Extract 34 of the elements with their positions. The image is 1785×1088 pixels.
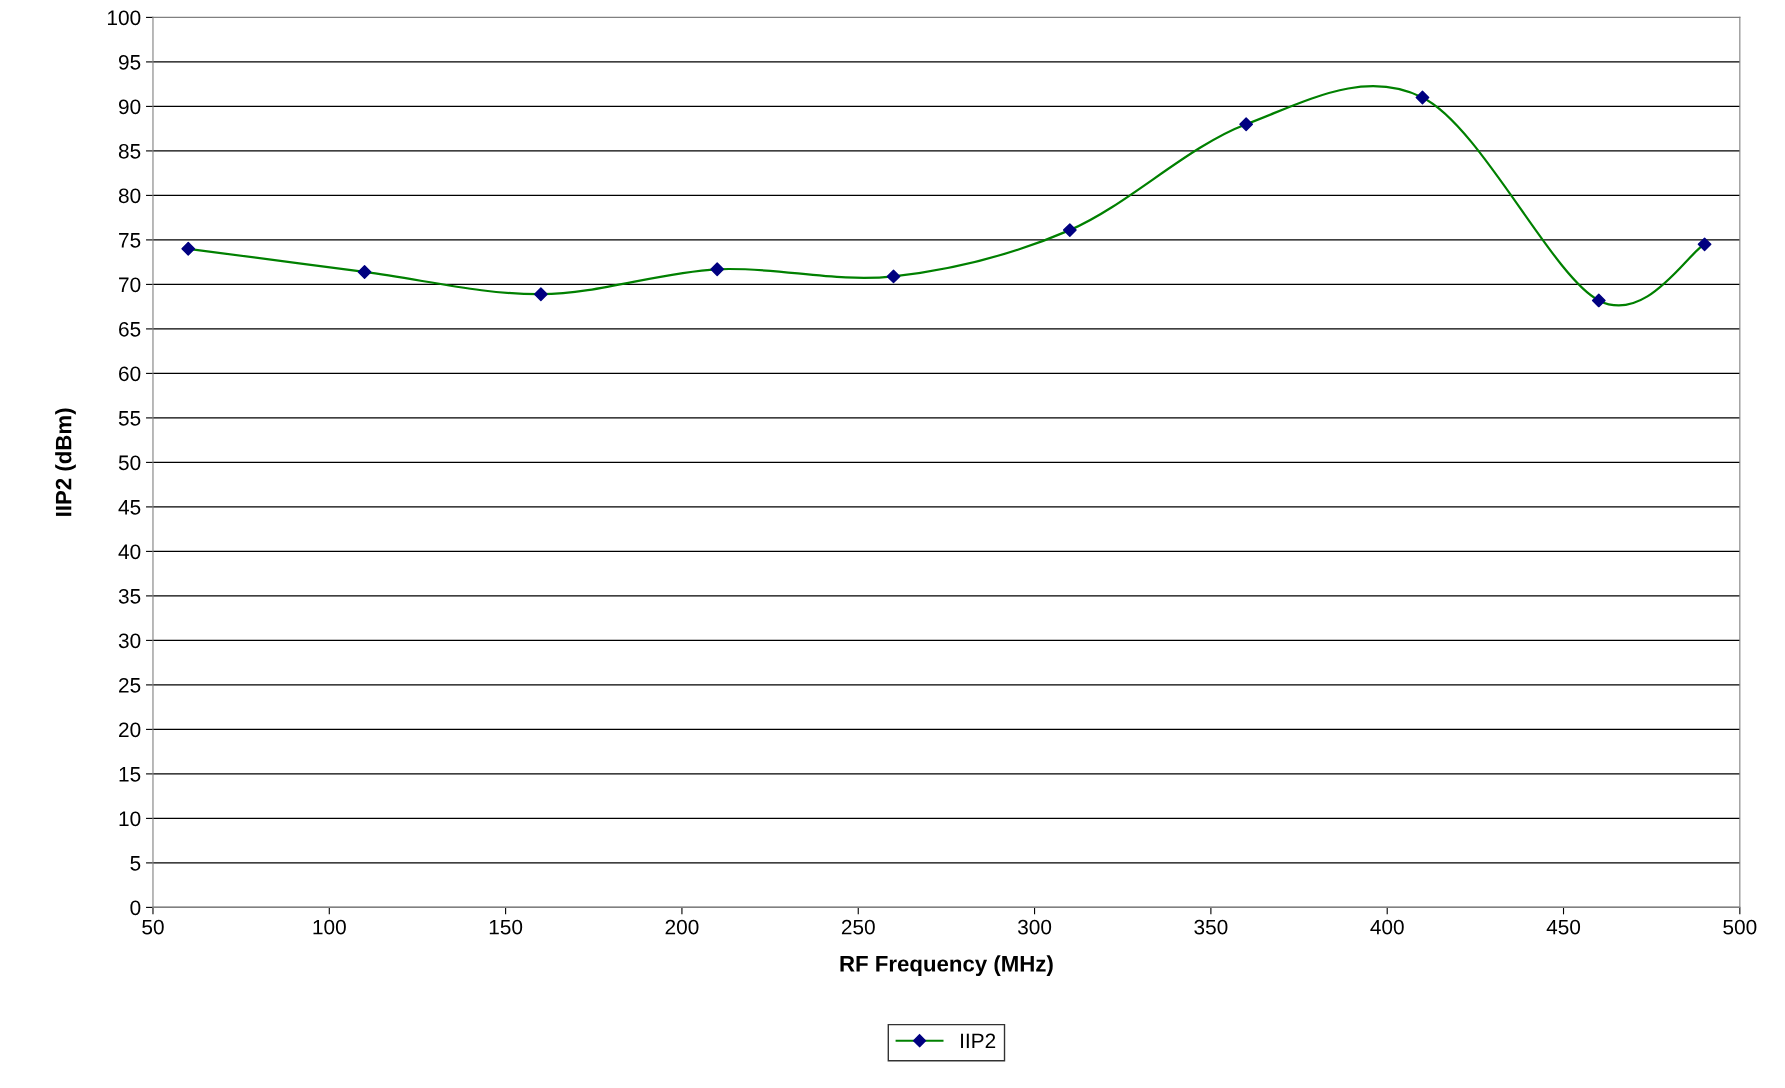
x-axis-title: RF Frequency (MHz)	[840, 955, 1053, 976]
y-tick-label: 30	[118, 633, 141, 649]
y-tick-label: 10	[119, 811, 141, 827]
x-tick-label: 300	[1017, 919, 1052, 935]
y-tick-label: 40	[118, 544, 141, 560]
y-tick-label: 25	[119, 677, 141, 693]
y-tick-label: 20	[119, 722, 141, 738]
y-tick-label: 65	[119, 321, 141, 337]
y-tick-label: 45	[118, 500, 141, 515]
y-tick-label: 55	[118, 411, 141, 426]
y-tick-label: 35	[118, 588, 141, 604]
y-tick-label: 15	[119, 767, 141, 782]
x-tick-label: 50	[142, 919, 164, 935]
x-tick-label: 200	[665, 919, 699, 935]
x-tick-label: 500	[1723, 919, 1757, 935]
legend-label: IIP2	[961, 1033, 996, 1049]
y-tick-label: 80	[118, 188, 141, 204]
y-tick-label: 5	[130, 856, 141, 871]
y-tick-label: 0	[130, 900, 141, 916]
x-tick-label: 350	[1194, 919, 1228, 935]
x-tick-label: 250	[841, 919, 875, 935]
x-tick-label: 150	[489, 919, 523, 935]
y-tick-label: 75	[119, 233, 141, 248]
x-tick-label: 450	[1546, 919, 1581, 935]
x-tick-label: 100	[313, 919, 346, 935]
x-tick-label: 400	[1370, 919, 1404, 935]
y-tick-label: 100	[108, 10, 141, 26]
y-tick-label: 90	[118, 99, 141, 115]
y-tick-label: 95	[118, 54, 141, 70]
y-tick-label: 85	[118, 143, 141, 159]
y-tick-label: 50	[118, 455, 141, 471]
y-axis-title: IIP2 (dBm)	[55, 408, 76, 516]
y-tick-label: 60	[119, 366, 141, 382]
y-tick-label: 70	[119, 277, 141, 293]
